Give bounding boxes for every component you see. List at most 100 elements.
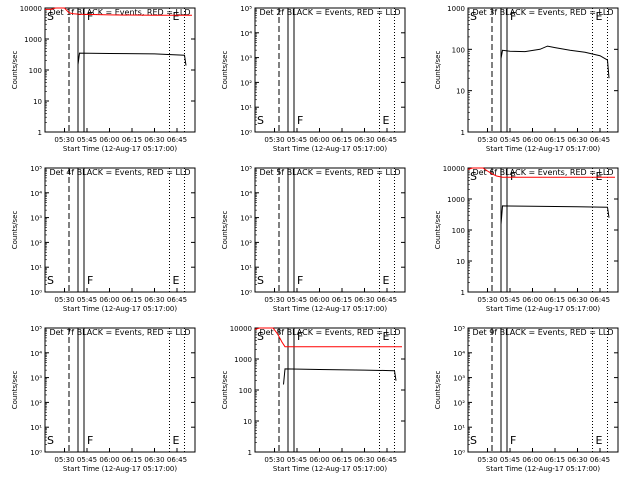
y-tick-label: 10³: [453, 375, 465, 383]
x-tick-label: 06:15: [332, 456, 352, 464]
x-tick-label: 06:00: [99, 136, 119, 144]
x-tick-label: 06:00: [309, 136, 329, 144]
x-tick-label: 06:15: [545, 296, 565, 304]
x-tick-label: 06:30: [567, 296, 587, 304]
x-tick-label: 05:45: [500, 136, 520, 144]
y-tick-label: 10: [456, 258, 465, 266]
y-tick-label: 10: [243, 418, 252, 426]
x-axis-label: Start Time (12-Aug-17 05:17:00): [273, 465, 387, 473]
chart-panel-6: Det 6f BLACK = Events, RED = LLD 1 10 100 10…: [434, 165, 619, 313]
plot-frame: [44, 7, 196, 133]
chart-title: Det 7f BLACK = Events, RED = LLD: [49, 328, 190, 337]
marker-label-e: E: [596, 170, 603, 183]
y-tick-label: 10⁵: [240, 5, 252, 13]
x-tick-label: 06:30: [354, 456, 374, 464]
y-tick-label: 10⁴: [240, 190, 252, 198]
plot-frame: [44, 167, 196, 293]
y-tick-label: 1: [38, 129, 42, 137]
x-axis-label: Start Time (12-Aug-17 05:17:00): [486, 305, 600, 313]
events-series-line: [77, 52, 187, 66]
chart-title: Det 6f BLACK = Events, RED = LLD: [472, 168, 613, 177]
marker-label-e: E: [383, 274, 390, 287]
x-tick-label: 05:30: [477, 136, 497, 144]
y-tick-label: 100: [239, 387, 252, 395]
y-tick-label: 100: [29, 67, 42, 75]
x-tick-label: 06:00: [309, 296, 329, 304]
x-tick-label: 06:30: [144, 296, 164, 304]
x-axis-label: Start Time (12-Aug-17 05:17:00): [486, 145, 600, 153]
y-axis-label: Counts/sec: [434, 371, 442, 410]
y-tick-label: 10⁴: [30, 190, 42, 198]
x-tick-label: 05:30: [54, 456, 74, 464]
x-tick-label: 06:00: [99, 456, 119, 464]
chart-title: Det 2f BLACK = Events, RED = LLD: [259, 8, 400, 17]
x-axis-label: Start Time (12-Aug-17 05:17:00): [63, 145, 177, 153]
y-tick-label: 1000: [447, 5, 465, 13]
y-tick-label: 10⁰: [240, 129, 252, 137]
events-series-line: [500, 205, 610, 225]
x-tick-label: 06:45: [590, 136, 610, 144]
y-tick-label: 100: [452, 46, 465, 54]
x-tick-label: 06:15: [332, 296, 352, 304]
y-axis-label: Counts/sec: [221, 51, 229, 90]
x-tick-label: 06:45: [377, 296, 397, 304]
plot-frame: [467, 167, 619, 293]
chart-panel-8: Det 8f BLACK = Events, RED = LLD 1 10 100 10…: [221, 325, 406, 473]
x-tick-label: 05:30: [264, 136, 284, 144]
y-tick-label: 10³: [30, 375, 42, 383]
x-axis-label: Start Time (12-Aug-17 05:17:00): [486, 465, 600, 473]
x-tick-label: 06:15: [122, 456, 142, 464]
chart-panel-4: Det 4f BLACK = Events, RED = LLD 10⁰ 10¹ 10…: [11, 165, 196, 313]
x-tick-label: 06:00: [309, 456, 329, 464]
x-tick-label: 06:45: [377, 136, 397, 144]
x-tick-label: 05:45: [77, 296, 97, 304]
x-tick-label: 06:30: [567, 136, 587, 144]
marker-label-s: S: [47, 434, 54, 447]
y-tick-label: 10²: [240, 79, 252, 87]
x-tick-label: 06:15: [545, 456, 565, 464]
y-axis-label: Counts/sec: [221, 211, 229, 250]
x-tick-label: 05:45: [77, 136, 97, 144]
x-axis-label: Start Time (12-Aug-17 05:17:00): [273, 305, 387, 313]
y-tick-label: 10¹: [240, 104, 252, 112]
y-tick-label: 10⁵: [30, 325, 42, 333]
y-tick-label: 10⁰: [240, 289, 252, 297]
y-tick-label: 10³: [30, 215, 42, 223]
x-tick-label: 05:45: [77, 456, 97, 464]
y-tick-label: 100: [452, 227, 465, 235]
y-tick-label: 10²: [240, 239, 252, 247]
x-tick-label: 06:45: [590, 456, 610, 464]
marker-label-s: S: [257, 114, 264, 127]
y-tick-label: 1000: [24, 36, 42, 44]
y-axis-label: Counts/sec: [11, 371, 19, 410]
x-tick-label: 06:45: [590, 296, 610, 304]
y-tick-label: 10¹: [30, 424, 42, 432]
y-tick-label: 10²: [453, 399, 465, 407]
marker-label-e: E: [596, 10, 603, 23]
marker-label-e: E: [383, 114, 390, 127]
chart-panel-7: Det 7f BLACK = Events, RED = LLD 10⁰ 10¹ 10…: [11, 325, 196, 473]
marker-label-e: E: [173, 274, 180, 287]
y-tick-label: 10: [456, 88, 465, 96]
chart-title: Det 8f BLACK = Events, RED = LLD: [259, 328, 400, 337]
y-tick-label: 10²: [30, 239, 42, 247]
y-tick-label: 10¹: [30, 264, 42, 272]
plot-frame: [254, 167, 406, 293]
x-axis-label: Start Time (12-Aug-17 05:17:00): [63, 305, 177, 313]
chart-panel-9: Det 9f BLACK = Events, RED = LLD 10⁰ 10¹ 10…: [434, 325, 619, 473]
marker-label-s: S: [47, 10, 54, 23]
marker-label-s: S: [470, 170, 477, 183]
chart-panel-2: Det 2f BLACK = Events, RED = LLD 10⁰ 10¹ 10…: [221, 5, 406, 153]
x-tick-label: 06:30: [144, 456, 164, 464]
x-tick-label: 06:45: [167, 296, 187, 304]
x-tick-label: 05:45: [287, 296, 307, 304]
y-tick-label: 10¹: [240, 264, 252, 272]
marker-label-e: E: [173, 10, 180, 23]
y-tick-label: 10⁰: [453, 449, 465, 457]
marker-label-s: S: [257, 330, 264, 343]
x-tick-label: 05:45: [287, 136, 307, 144]
y-tick-label: 1: [248, 449, 252, 457]
x-tick-label: 05:45: [287, 456, 307, 464]
lld-series-line: [254, 327, 402, 348]
